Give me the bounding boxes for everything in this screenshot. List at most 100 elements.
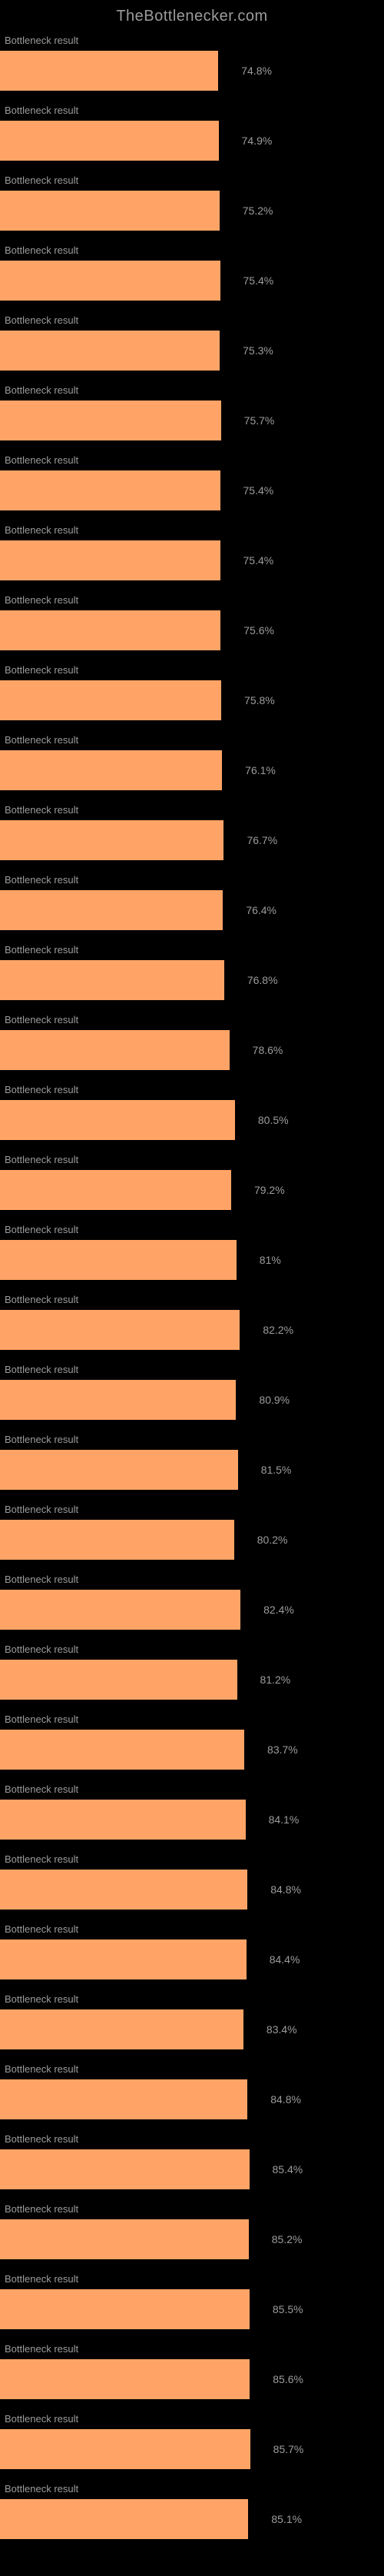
bar-value: 85.5% (250, 2303, 303, 2315)
bar-label: Bottleneck result (0, 1923, 384, 1935)
bar-wrap: 75.2% (0, 191, 384, 231)
bar (0, 1030, 230, 1070)
bar-value: 75.3% (220, 344, 273, 357)
bar (0, 1170, 231, 1210)
bar-label: Bottleneck result (0, 1644, 384, 1655)
bar-label: Bottleneck result (0, 1364, 384, 1375)
bar-wrap: 75.4% (0, 470, 384, 510)
bar (0, 191, 220, 231)
bar-row: Bottleneck result 78.6% (0, 1014, 384, 1070)
bar-wrap: 74.8% (0, 51, 384, 91)
bar-label: Bottleneck result (0, 244, 384, 256)
bar-label: Bottleneck result (0, 524, 384, 536)
bar-label: Bottleneck result (0, 105, 384, 116)
bar (0, 820, 223, 860)
bar-wrap: 84.8% (0, 2079, 384, 2119)
bar (0, 1100, 235, 1140)
bar (0, 1870, 247, 1910)
bar-row: Bottleneck result 85.7% (0, 2413, 384, 2469)
bar-wrap: 75.4% (0, 540, 384, 580)
bar-wrap: 85.2% (0, 2219, 384, 2259)
bar-value: 76.1% (222, 764, 276, 776)
bar-wrap: 75.6% (0, 610, 384, 650)
bar-label: Bottleneck result (0, 594, 384, 606)
bar-label: Bottleneck result (0, 664, 384, 676)
bar-row: Bottleneck result 84.4% (0, 1923, 384, 1979)
bar-wrap: 79.2% (0, 1170, 384, 1210)
bar-label: Bottleneck result (0, 1014, 384, 1025)
bar-wrap: 81.5% (0, 1450, 384, 1490)
bar (0, 2289, 250, 2329)
bar (0, 1520, 234, 1560)
bar-row: Bottleneck result85.6% (0, 2343, 384, 2399)
bar-label: Bottleneck result (0, 454, 384, 466)
bar-row: Bottleneck result76.4% (0, 874, 384, 930)
bar-row: Bottleneck result 75.6% (0, 594, 384, 650)
bar-label: Bottleneck result (0, 1154, 384, 1165)
bar-value: 78.6% (230, 1044, 283, 1056)
bar-row: Bottleneck result75.3% (0, 314, 384, 371)
bar-row: Bottleneck result 75.4% (0, 524, 384, 580)
bar-row: Bottleneck result80.2% (0, 1504, 384, 1560)
bar-value: 75.4% (220, 484, 274, 497)
bar-wrap: 80.9% (0, 1380, 384, 1420)
bar-value: 85.1% (248, 2513, 302, 2525)
bar-label: Bottleneck result (0, 1574, 384, 1585)
bar-row: Bottleneck result84.8% (0, 2063, 384, 2119)
bar-row: Bottleneck result 83.7% (0, 1713, 384, 1770)
bar (0, 540, 220, 580)
bar-wrap: 83.4% (0, 2009, 384, 2049)
bar (0, 960, 224, 1000)
bar (0, 470, 220, 510)
bar-label: Bottleneck result (0, 2343, 384, 2355)
bar (0, 2219, 249, 2259)
bar-row: Bottleneck result 80.9% (0, 1364, 384, 1420)
bar-value: 84.1% (246, 1813, 300, 1826)
bar (0, 1590, 240, 1630)
bar-label: Bottleneck result (0, 2203, 384, 2215)
bar (0, 261, 220, 301)
bar-value: 83.7% (244, 1743, 298, 1756)
bar-label: Bottleneck result (0, 1084, 384, 1095)
bar-value: 84.8% (247, 1883, 301, 1896)
bar-wrap: 83.7% (0, 1730, 384, 1770)
bar-label: Bottleneck result (0, 2133, 384, 2145)
bar-wrap: 85.7% (0, 2429, 384, 2469)
bar-wrap: 82.2% (0, 1310, 384, 1350)
bar-value: 75.4% (220, 554, 274, 567)
bar (0, 1310, 240, 1350)
bar (0, 2499, 248, 2539)
bar-label: Bottleneck result (0, 1853, 384, 1865)
bar (0, 1730, 244, 1770)
bar-row: Bottleneck result84.1% (0, 1783, 384, 1840)
bar (0, 2359, 250, 2399)
bar-wrap: 85.1% (0, 2499, 384, 2539)
bar-wrap: 75.8% (0, 680, 384, 720)
bar-value: 76.7% (223, 834, 277, 846)
bar-value: 80.9% (236, 1394, 290, 1406)
bar-wrap: 76.7% (0, 820, 384, 860)
bar-label: Bottleneck result (0, 2483, 384, 2495)
bar-row: Bottleneck result81.2% (0, 1644, 384, 1700)
bar (0, 2429, 250, 2469)
bar-label: Bottleneck result (0, 734, 384, 746)
bar-value: 81% (237, 1254, 281, 1266)
bar-label: Bottleneck result (0, 944, 384, 956)
bar-label: Bottleneck result (0, 2413, 384, 2425)
bar-row: Bottleneck result75.4% (0, 244, 384, 301)
bar-value: 84.4% (247, 1953, 300, 1966)
bar (0, 121, 219, 161)
bar-label: Bottleneck result (0, 1504, 384, 1515)
bar-row: Bottleneck result 83.4% (0, 1993, 384, 2049)
bar-value: 76.8% (224, 974, 278, 986)
bar (0, 51, 218, 91)
bar (0, 1660, 237, 1700)
bar-wrap: 76.4% (0, 890, 384, 930)
bar-row: Bottleneck result 75.4% (0, 454, 384, 510)
bar-value: 85.4% (250, 2163, 303, 2175)
bar-label: Bottleneck result (0, 1993, 384, 2005)
bar-wrap: 82.4% (0, 1590, 384, 1630)
bar-row: Bottleneck result81.5% (0, 1434, 384, 1490)
bar-label: Bottleneck result (0, 1713, 384, 1725)
bar-wrap: 74.9% (0, 121, 384, 161)
